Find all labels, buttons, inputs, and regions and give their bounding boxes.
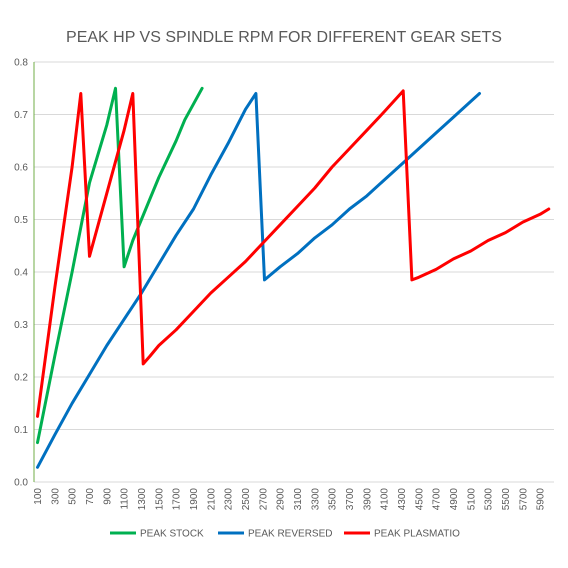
series-lines [36, 86, 551, 469]
y-tick-label: 0.6 [14, 163, 28, 174]
x-tick-label: 4900 [449, 488, 460, 511]
x-tick-label: 3500 [328, 488, 339, 511]
x-tick-label: 700 [85, 488, 96, 505]
x-tick-label: 2500 [241, 488, 252, 511]
series-line [36, 92, 481, 469]
legend-label: PEAK REVERSED [248, 529, 332, 540]
x-tick-label: 2100 [206, 488, 217, 511]
y-tick-label: 0.4 [14, 268, 28, 279]
x-tick-label: 2900 [276, 488, 287, 511]
y-tick-label: 0.8 [14, 58, 28, 69]
y-tick-label: 0.7 [14, 110, 28, 121]
y-tick-label: 0.2 [14, 373, 28, 384]
x-tick-label: 1900 [189, 488, 200, 511]
x-tick-label: 4700 [432, 488, 443, 511]
x-tick-label: 4500 [414, 488, 425, 511]
x-tick-label: 5700 [518, 488, 529, 511]
x-tick-label: 900 [102, 488, 113, 505]
x-tick-label: 300 [50, 488, 61, 505]
x-tick-label: 3100 [293, 488, 304, 511]
x-tick-label: 500 [68, 488, 79, 505]
y-axis-ticks: 0.0 0.1 0.2 0.3 0.4 0.5 0.6 0.7 0.8 [14, 58, 28, 489]
x-tick-label: 3300 [310, 488, 321, 511]
x-tick-label: 1700 [172, 488, 183, 511]
series-line [36, 86, 204, 445]
x-tick-label: 4100 [380, 488, 391, 511]
y-tick-label: 0.0 [14, 478, 28, 489]
x-tick-label: 2700 [258, 488, 269, 511]
x-tick-label: 4300 [397, 488, 408, 511]
chart-title: PEAK HP VS SPINDLE RPM FOR DIFFERENT GEA… [66, 29, 502, 46]
x-tick-label: 1100 [120, 488, 131, 510]
gridlines [34, 61, 554, 430]
x-tick-label: 5900 [536, 488, 547, 511]
x-tick-label: 5100 [466, 488, 477, 511]
x-tick-label: 100 [33, 488, 44, 505]
legend-label: PEAK STOCK [140, 529, 204, 540]
x-tick-label: 2300 [224, 488, 235, 511]
x-axis-ticks: 100 300 500 700 900 1100 1300 1500 1700 1900 2100 2… [33, 488, 547, 511]
x-tick-label: 1500 [154, 488, 165, 511]
series-line [36, 89, 551, 418]
x-tick-label: 5500 [501, 488, 512, 511]
x-tick-label: 3900 [362, 488, 373, 511]
y-tick-label: 0.3 [14, 320, 28, 331]
y-tick-label: 0.1 [14, 425, 28, 436]
legend: PEAK STOCK PEAK REVERSED PEAK PLASMATIO [110, 529, 460, 540]
x-tick-label: 3700 [345, 488, 356, 511]
legend-label: PEAK PLASMATIO [374, 529, 460, 540]
x-tick-label: 1300 [137, 488, 148, 511]
y-tick-label: 0.5 [14, 215, 28, 226]
x-tick-label: 5300 [484, 488, 495, 511]
